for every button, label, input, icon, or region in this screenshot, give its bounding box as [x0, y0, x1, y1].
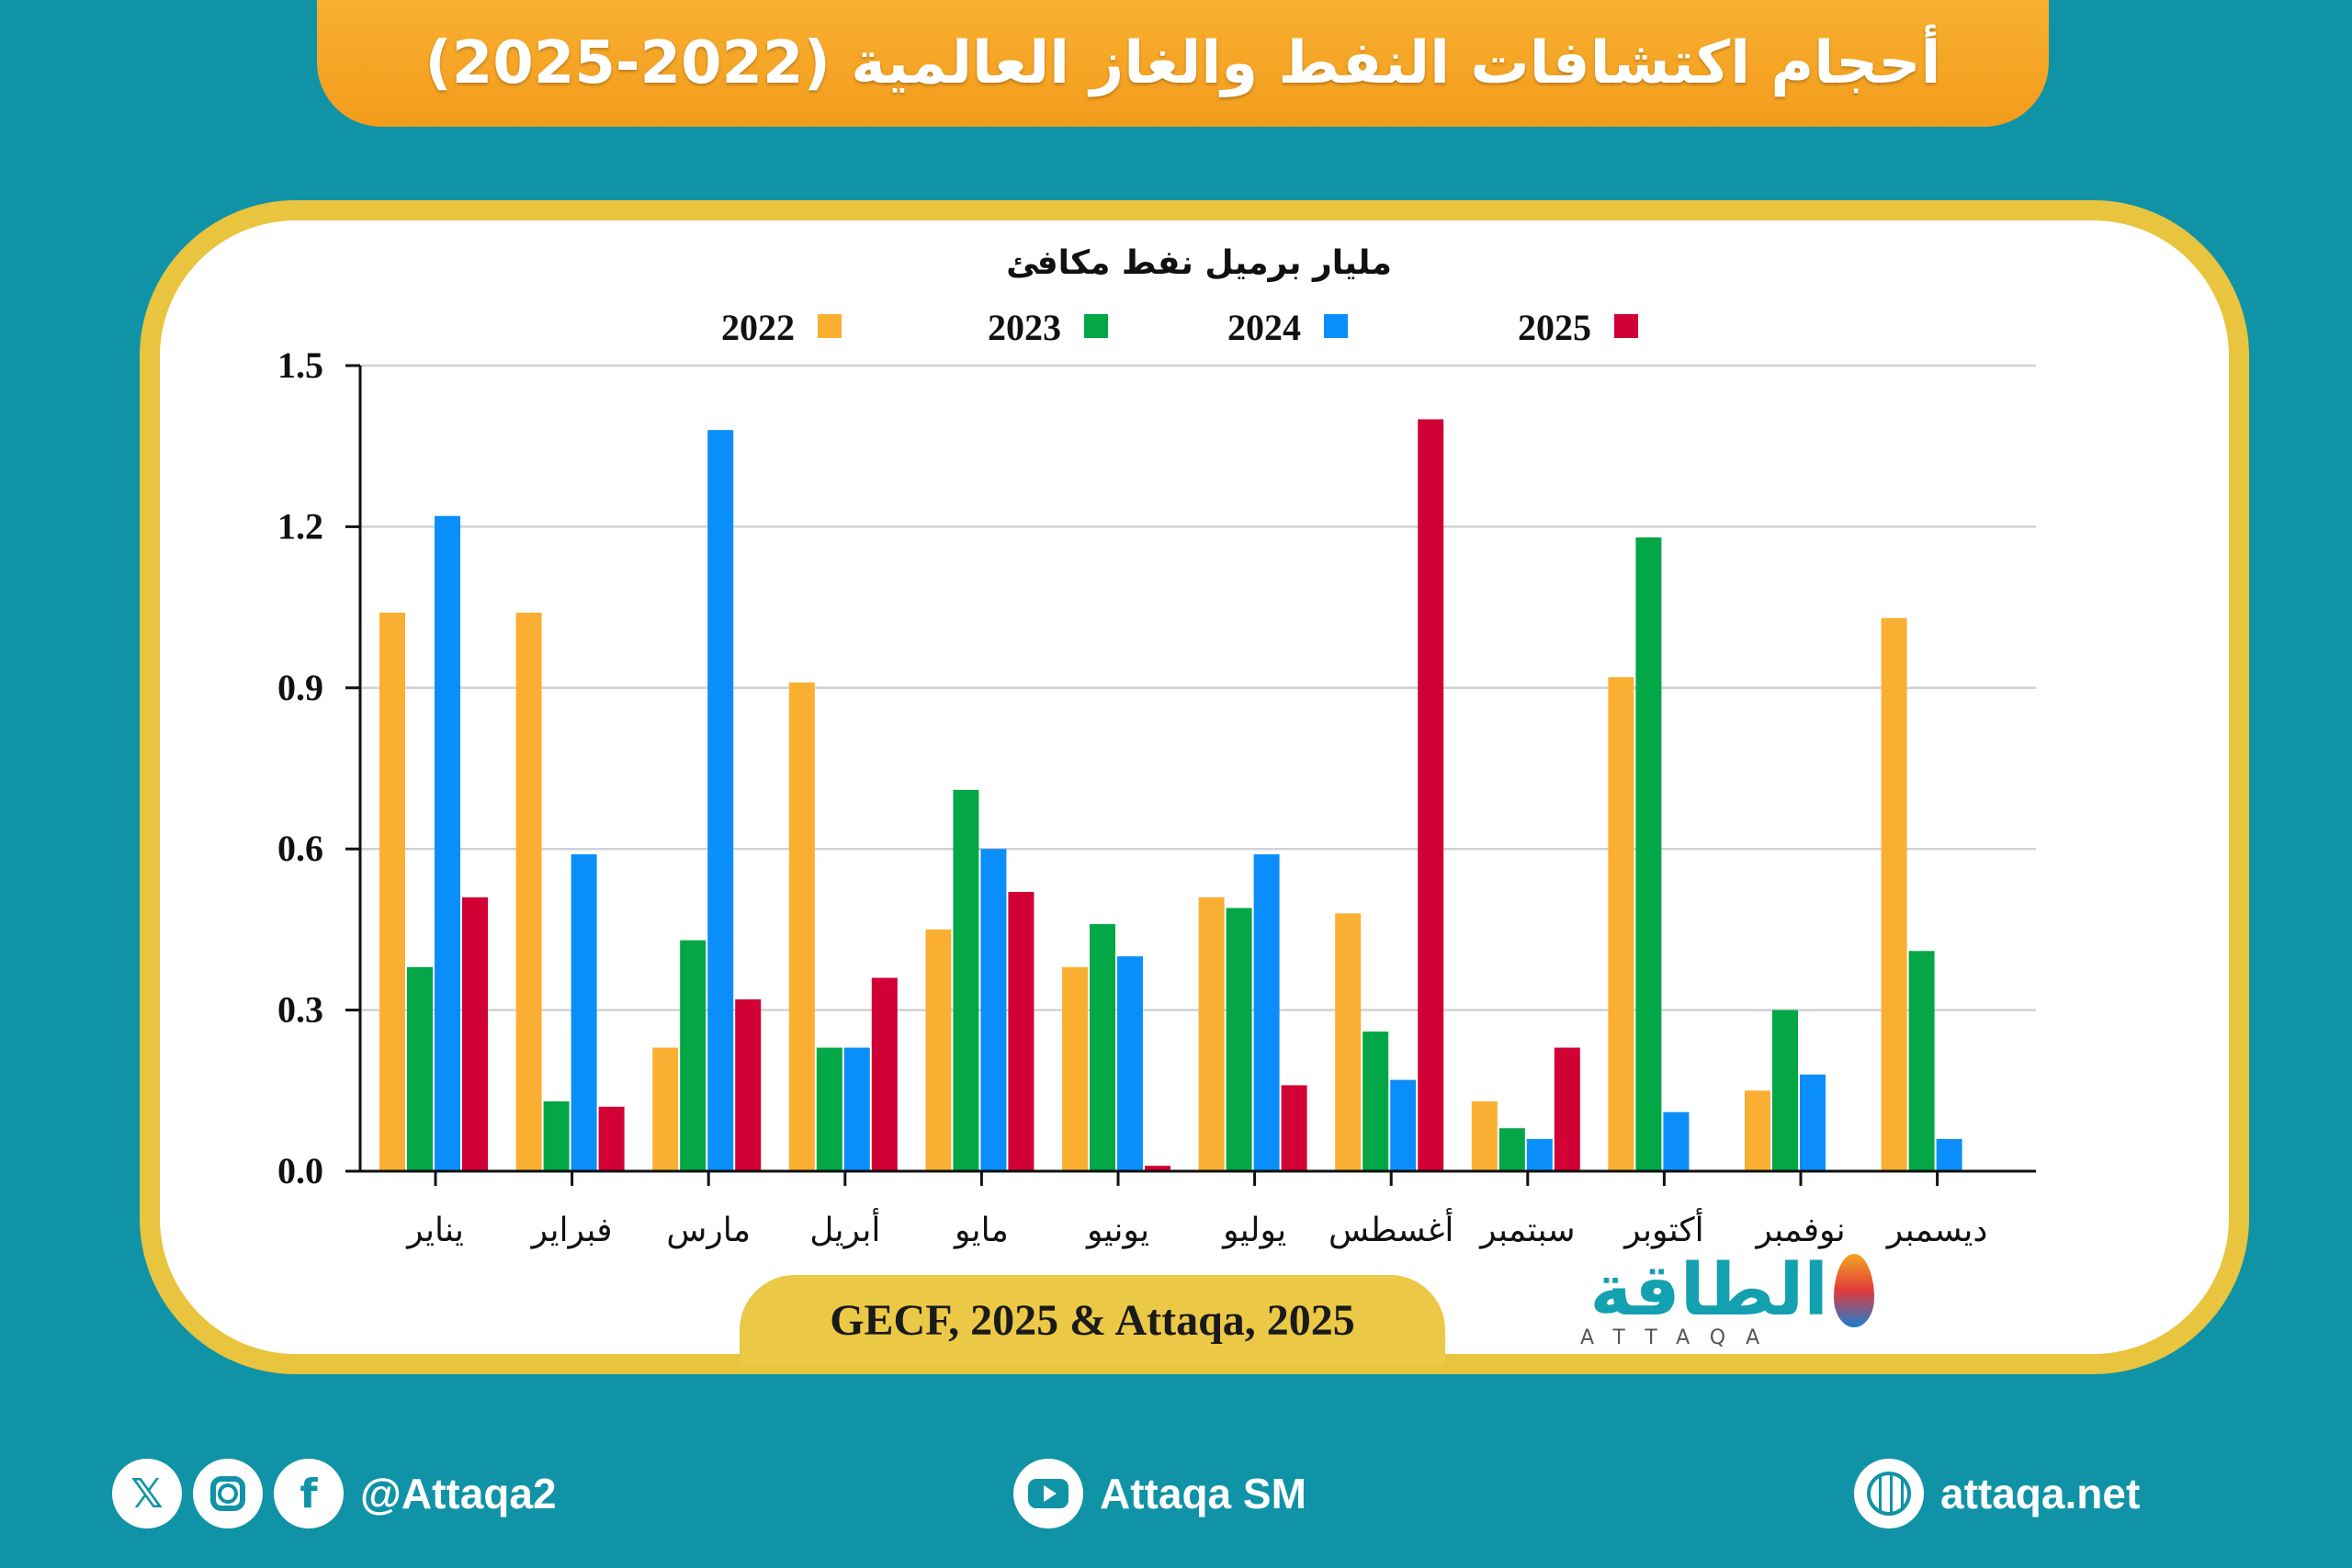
bar-2024-1 — [435, 515, 460, 1171]
unit-label: مليار برميل نفط مكافئ — [1006, 244, 1392, 282]
x-tick-label: أكتوبر — [1623, 1208, 1703, 1249]
bar-2025-2 — [598, 1106, 625, 1171]
bar-2023-2 — [543, 1100, 570, 1171]
attaqa-logo: الطاقة ATTAQA — [1562, 1249, 1883, 1350]
bar-2024-12 — [1936, 1138, 1962, 1171]
bar-2025-4 — [871, 977, 898, 1171]
legend-swatch-2023 — [1084, 314, 1108, 338]
youtube-handle[interactable]: Attaqa SM — [1100, 1470, 1306, 1517]
bar-2022-12 — [1881, 617, 1907, 1171]
bar-2024-5 — [980, 849, 1007, 1171]
youtube-link: Attaqa SM — [1013, 1457, 1306, 1530]
bar-2025-9 — [1554, 1047, 1580, 1171]
page-title: أحجام اكتشافات النفط والغاز العالمية (20… — [424, 29, 1941, 97]
legend-swatch-2025 — [1614, 314, 1638, 338]
bar-2024-6 — [1117, 956, 1143, 1171]
logo-latin: ATTAQA — [1580, 1326, 1781, 1349]
bar-2023-4 — [816, 1047, 842, 1171]
y-tick-label: 1.5 — [277, 344, 323, 386]
x-tick-label: فبراير — [530, 1212, 613, 1249]
x-tick-label: أبريل — [809, 1208, 880, 1249]
bar-2023-7 — [1226, 908, 1252, 1171]
x-tick-label: مايو — [953, 1212, 1009, 1249]
x-tick-label: أغسطس — [1329, 1208, 1453, 1249]
bar-2024-8 — [1390, 1079, 1417, 1171]
instagram-icon[interactable] — [193, 1459, 263, 1529]
bar-2022-9 — [1471, 1100, 1498, 1171]
y-tick-label: 0.9 — [277, 667, 323, 708]
bar-2022-3 — [652, 1047, 679, 1171]
globe-icon[interactable] — [1854, 1459, 1924, 1529]
x-tick-label: يوليو — [1221, 1212, 1286, 1249]
bar-2025-8 — [1418, 419, 1444, 1171]
legend-swatch-2022 — [818, 314, 842, 338]
legend-label-2024: 2024 — [1227, 307, 1301, 348]
bar-2022-1 — [379, 612, 405, 1171]
legend-swatch-2024 — [1324, 314, 1348, 338]
bar-2024-11 — [1800, 1074, 1826, 1171]
social-links: 𝕏 f @Attaqa2 — [112, 1457, 557, 1530]
bar-2025-7 — [1281, 1085, 1307, 1171]
title-banner: أحجام اكتشافات النفط والغاز العالمية (20… — [317, 0, 2049, 127]
facebook-icon[interactable]: f — [274, 1459, 344, 1529]
x-tick-label: ديسمبر — [1885, 1212, 1988, 1249]
source-text: GECF, 2025 & Attaqa, 2025 — [830, 1295, 1355, 1345]
bar-2022-8 — [1335, 913, 1362, 1171]
x-tick-label: يناير — [405, 1212, 464, 1249]
x-icon[interactable]: 𝕏 — [112, 1459, 182, 1529]
bar-2022-5 — [925, 929, 952, 1171]
bar-2024-7 — [1253, 854, 1280, 1171]
bar-2023-8 — [1363, 1031, 1389, 1171]
x-tick-label: مارس — [666, 1212, 751, 1249]
bar-2023-11 — [1772, 1010, 1798, 1171]
x-tick-label: سبتمبر — [1478, 1212, 1575, 1249]
bar-2025-3 — [735, 998, 762, 1171]
bar-2024-2 — [571, 854, 597, 1171]
bar-2022-11 — [1745, 1090, 1770, 1171]
bar-2024-3 — [707, 430, 734, 1171]
website-url[interactable]: attaqa.net — [1940, 1470, 2141, 1517]
youtube-icon[interactable] — [1013, 1459, 1083, 1529]
bar-2022-7 — [1198, 897, 1225, 1171]
bar-2023-1 — [407, 966, 433, 1171]
x-tick-label: يونيو — [1085, 1212, 1149, 1249]
website-link: attaqa.net — [1854, 1457, 2140, 1530]
bar-2022-10 — [1608, 677, 1634, 1171]
bar-2022-4 — [788, 682, 815, 1171]
bar-2023-3 — [680, 940, 707, 1171]
legend-label-2023: 2023 — [988, 307, 1061, 348]
social-handle[interactable]: @Attaqa2 — [360, 1470, 557, 1517]
logo-arabic: الطاقة — [1589, 1249, 1828, 1332]
x-tick-label: نوفمبر — [1754, 1212, 1845, 1249]
bar-2023-10 — [1635, 537, 1662, 1171]
bar-2023-9 — [1498, 1128, 1525, 1171]
legend-label-2022: 2022 — [721, 307, 795, 348]
y-tick-label: 0.0 — [277, 1150, 323, 1191]
legend-label-2025: 2025 — [1518, 307, 1591, 348]
bar-2022-2 — [515, 612, 542, 1171]
bar-2023-12 — [1908, 951, 1935, 1171]
bar-2024-10 — [1663, 1111, 1690, 1171]
bar-2024-4 — [843, 1047, 870, 1171]
bar-2024-9 — [1526, 1138, 1553, 1171]
bar-2025-1 — [462, 897, 488, 1171]
drop-icon — [1834, 1254, 1874, 1327]
y-tick-label: 0.3 — [277, 989, 323, 1031]
bar-2025-5 — [1008, 891, 1035, 1171]
bar-2023-5 — [953, 789, 979, 1171]
y-tick-label: 1.2 — [277, 505, 323, 547]
y-tick-label: 0.6 — [277, 828, 323, 869]
bar-2023-6 — [1090, 924, 1115, 1171]
bar-2022-6 — [1062, 966, 1088, 1171]
source-pill: GECF, 2025 & Attaqa, 2025 — [740, 1275, 1445, 1365]
bar-2025-6 — [1145, 1166, 1170, 1171]
